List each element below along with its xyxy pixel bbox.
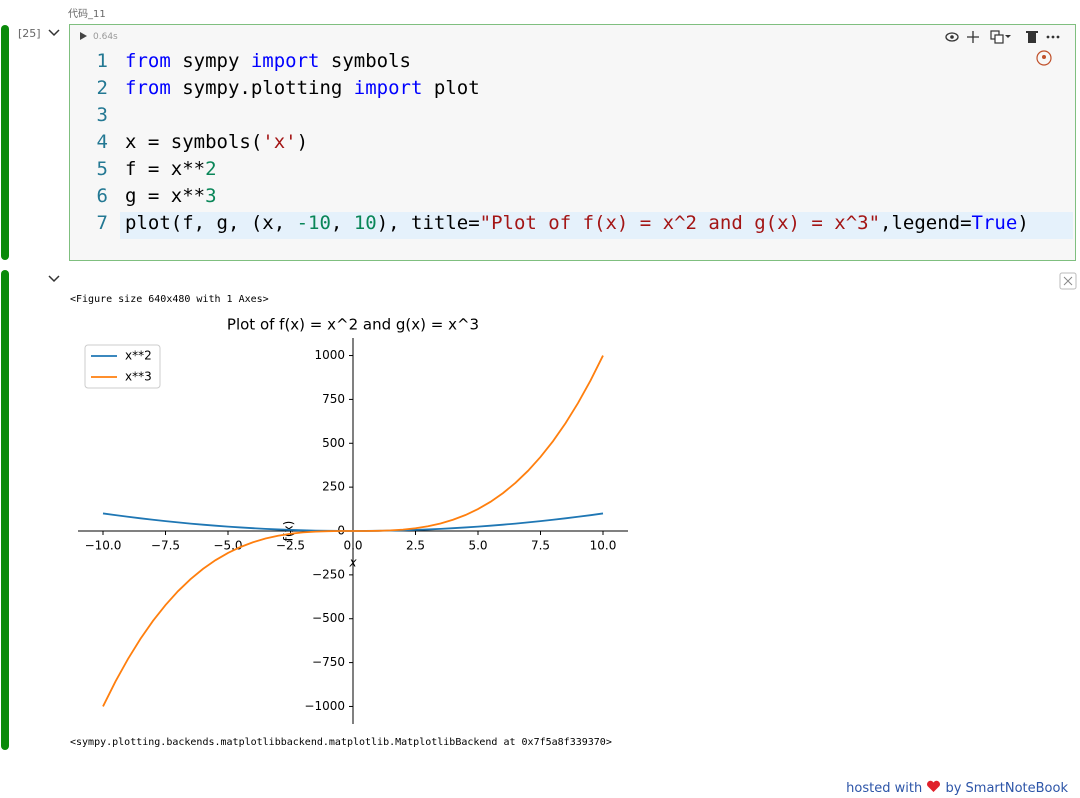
heart-icon bbox=[927, 780, 941, 792]
footer: hosted with by SmartNoteBook bbox=[846, 780, 1068, 796]
x-tick-label: −2.5 bbox=[276, 539, 305, 553]
code-token: ,legend= bbox=[880, 212, 972, 234]
cell-status-bar bbox=[1, 25, 9, 260]
cell-label: 代码_11 bbox=[68, 9, 106, 20]
line-number: 1 bbox=[96, 50, 108, 72]
line-number: 7 bbox=[96, 212, 108, 234]
legend-label: x**3 bbox=[125, 370, 152, 384]
y-tick-label: 500 bbox=[322, 436, 345, 450]
run-time: 0.64s bbox=[93, 32, 118, 42]
code-token: , bbox=[330, 212, 354, 234]
code-token: 3 bbox=[205, 185, 217, 207]
x-tick-label: −10.0 bbox=[85, 539, 122, 553]
code-token: f = x** bbox=[125, 158, 206, 180]
y-tick-label: 1000 bbox=[314, 348, 345, 362]
delete-icon[interactable] bbox=[1026, 31, 1038, 43]
code-line: x = symbols('x') bbox=[125, 131, 308, 153]
add-icon[interactable] bbox=[967, 31, 979, 43]
current-line-highlight bbox=[120, 212, 1073, 239]
y-tick-label: −500 bbox=[312, 611, 345, 625]
code-line: from sympy import symbols bbox=[125, 50, 411, 72]
output-text: <Figure size 640x480 with 1 Axes> bbox=[70, 294, 269, 305]
code-line: f = x**2 bbox=[125, 158, 217, 180]
code-token: -10 bbox=[296, 212, 331, 234]
output-status-bar bbox=[1, 270, 9, 750]
y-tick-label: 750 bbox=[322, 392, 345, 406]
footer-link[interactable]: by SmartNoteBook bbox=[945, 781, 1068, 796]
preview-icon[interactable] bbox=[945, 32, 959, 42]
code-token: from bbox=[125, 77, 171, 99]
x-tick-label: 5.0 bbox=[468, 539, 487, 553]
line-number: 6 bbox=[96, 185, 108, 207]
code-token: plot(f, g, (x, bbox=[125, 212, 297, 234]
code-token: symbols bbox=[319, 50, 411, 72]
code-line: plot(f, g, (x, -10, 10), title="Plot of … bbox=[125, 212, 1029, 234]
line-number: 3 bbox=[96, 104, 108, 126]
code-token: 'x' bbox=[262, 131, 297, 153]
code-token: plot bbox=[422, 77, 480, 99]
line-number: 2 bbox=[96, 77, 108, 99]
execution-count: [25] bbox=[18, 27, 41, 40]
code-token: x = symbols( bbox=[125, 131, 263, 153]
code-line: g = x**3 bbox=[125, 185, 217, 207]
code-token: 10 bbox=[353, 212, 377, 234]
code-token: import bbox=[250, 50, 320, 72]
code-token: ) bbox=[296, 131, 309, 153]
more-icon[interactable] bbox=[1046, 35, 1060, 39]
code-line: from sympy.plotting import plot bbox=[125, 77, 480, 99]
y-tick-label: −750 bbox=[312, 655, 345, 669]
code-token: True bbox=[971, 212, 1018, 234]
output-menu-icon[interactable] bbox=[1059, 272, 1077, 290]
y-axis-label: f(x) bbox=[282, 521, 296, 542]
status-icon[interactable] bbox=[1036, 50, 1052, 66]
chart-title: Plot of f(x) = x^2 and g(x) = x^3 bbox=[227, 316, 479, 334]
y-tick-label: 250 bbox=[322, 480, 345, 494]
output-collapse-toggle[interactable] bbox=[47, 274, 61, 284]
x-axis-label: x bbox=[348, 556, 357, 570]
series-line bbox=[102, 355, 604, 707]
code-token: ), title= bbox=[376, 212, 480, 234]
code-token: import bbox=[353, 77, 423, 99]
copy-icon[interactable] bbox=[990, 30, 1011, 44]
result-text: <sympy.plotting.backends.matplotlibbacke… bbox=[70, 737, 612, 748]
x-tick-label: −5.0 bbox=[213, 539, 242, 553]
cell-toolbar bbox=[945, 30, 1060, 66]
x-tick-label: 0.0 bbox=[343, 539, 362, 553]
code-token: g = x** bbox=[125, 185, 206, 207]
code-token: from bbox=[125, 50, 171, 72]
code-token: sympy.plotting bbox=[170, 77, 354, 99]
y-tick-label: −1000 bbox=[304, 699, 345, 713]
code-token: "Plot of f(x) = x^2 and g(x) = x^3" bbox=[479, 212, 881, 234]
y-tick-label: −250 bbox=[312, 567, 345, 581]
line-number: 5 bbox=[96, 158, 108, 180]
code-token: sympy bbox=[170, 50, 251, 72]
collapse-toggle[interactable] bbox=[47, 28, 61, 38]
legend-label: x**2 bbox=[125, 349, 152, 363]
x-tick-label: 2.5 bbox=[406, 539, 425, 553]
x-tick-label: −7.5 bbox=[151, 539, 180, 553]
code-token: 2 bbox=[205, 158, 217, 180]
code-token: ) bbox=[1017, 212, 1029, 234]
x-tick-label: 10.0 bbox=[590, 539, 617, 553]
line-number: 4 bbox=[96, 131, 108, 153]
x-tick-label: 7.5 bbox=[531, 539, 550, 553]
footer-text: hosted with bbox=[846, 781, 923, 796]
run-button[interactable] bbox=[79, 31, 89, 41]
